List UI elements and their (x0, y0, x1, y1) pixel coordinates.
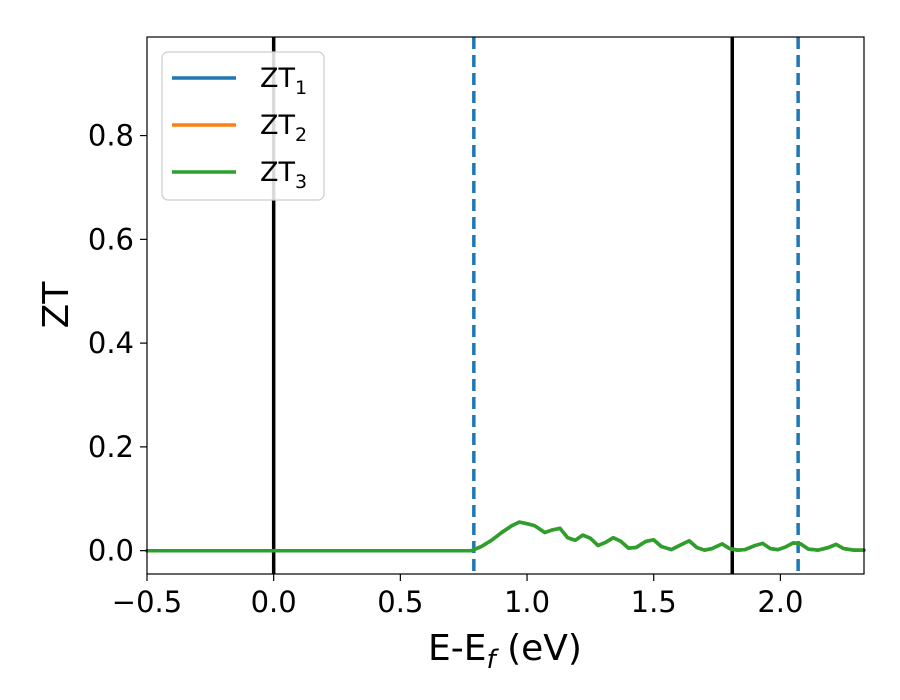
y-tick-label: 0.4 (88, 326, 134, 360)
x-axis-label: E-Ef (eV) (428, 628, 582, 675)
legend-label-2: ZT2 (260, 110, 307, 146)
x-tick-label: 1.0 (504, 585, 550, 619)
y-tick-label: 0.0 (88, 534, 134, 568)
curve-layer (145, 520, 866, 553)
y-tick-label: 0.2 (88, 430, 134, 464)
y-tick-label: 0.6 (88, 222, 134, 256)
legend-label-1: ZT1 (260, 63, 307, 99)
x-tick-label: 2.0 (757, 585, 803, 619)
y-axis-label: ZT (36, 281, 77, 329)
x-tick-label: 1.5 (631, 585, 677, 619)
legend-label-3: ZT3 (260, 157, 307, 193)
x-tick-label: 0.0 (251, 585, 297, 619)
x-tick-label: −0.5 (112, 585, 182, 619)
plot-frame (146, 36, 865, 575)
y-tick-label: 0.8 (88, 119, 134, 153)
x-ticks: −0.5 0.0 0.5 1.0 1.5 2.0 (112, 574, 803, 619)
series-line-3 (145, 520, 866, 553)
legend: ZT1 ZT2 ZT3 (161, 51, 325, 201)
x-tick-label: 0.5 (377, 585, 423, 619)
vertical-lines (271, 37, 800, 574)
y-ticks: 0.0 0.2 0.4 0.6 0.8 (88, 119, 147, 568)
legend-box (161, 51, 325, 201)
